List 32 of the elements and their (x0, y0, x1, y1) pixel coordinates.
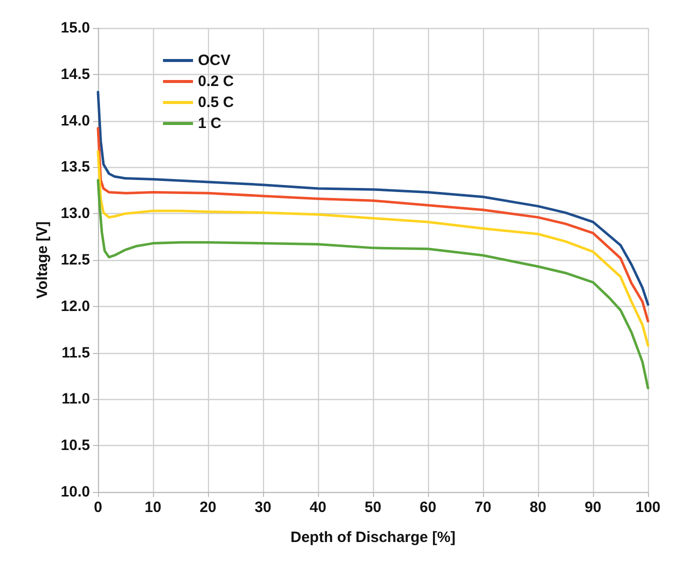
x-axis-title: Depth of Discharge [%] (290, 529, 456, 546)
line-series (96, 150, 650, 347)
x-tick-label: 10 (144, 499, 162, 516)
y-tick-label: 15.0 (60, 20, 90, 36)
y-tick-label: 10.0 (60, 484, 90, 500)
y-tick-label: 12.5 (60, 252, 90, 268)
y-tick-label: 11.0 (62, 390, 90, 408)
x-tick-label: 90 (584, 499, 602, 516)
y-tick-label: 12.0 (60, 298, 90, 315)
x-tick-label: 80 (530, 499, 546, 516)
y-tick-label: 13.0 (60, 205, 90, 222)
x-tick-label: 20 (200, 499, 216, 516)
x-tick-label: 0 (94, 499, 102, 516)
x-tick-label: 30 (254, 499, 272, 516)
y-tick-label: 14.0 (60, 112, 90, 130)
y-tick-label: 10.5 (60, 437, 90, 454)
legend-label: 0.2 C (198, 73, 234, 90)
x-tick-label: 50 (364, 499, 382, 516)
line-series (96, 90, 650, 306)
line-series (96, 126, 650, 322)
legend-label: 0.5 C (198, 94, 234, 111)
y-tick-label: 13.5 (60, 158, 90, 176)
legend-label: OCV (198, 52, 231, 69)
y-tick-label: 14.5 (60, 66, 90, 83)
y-tick-label: 11.5 (62, 344, 90, 362)
x-tick-label: 60 (420, 499, 436, 516)
x-tick-label: 70 (474, 499, 492, 516)
x-tick-label: 40 (310, 499, 326, 516)
legend-label: 1 C (198, 115, 222, 132)
line-series (96, 178, 650, 390)
y-axis-title: Voltage [V] (34, 221, 51, 299)
x-tick-label: 100 (635, 499, 661, 516)
